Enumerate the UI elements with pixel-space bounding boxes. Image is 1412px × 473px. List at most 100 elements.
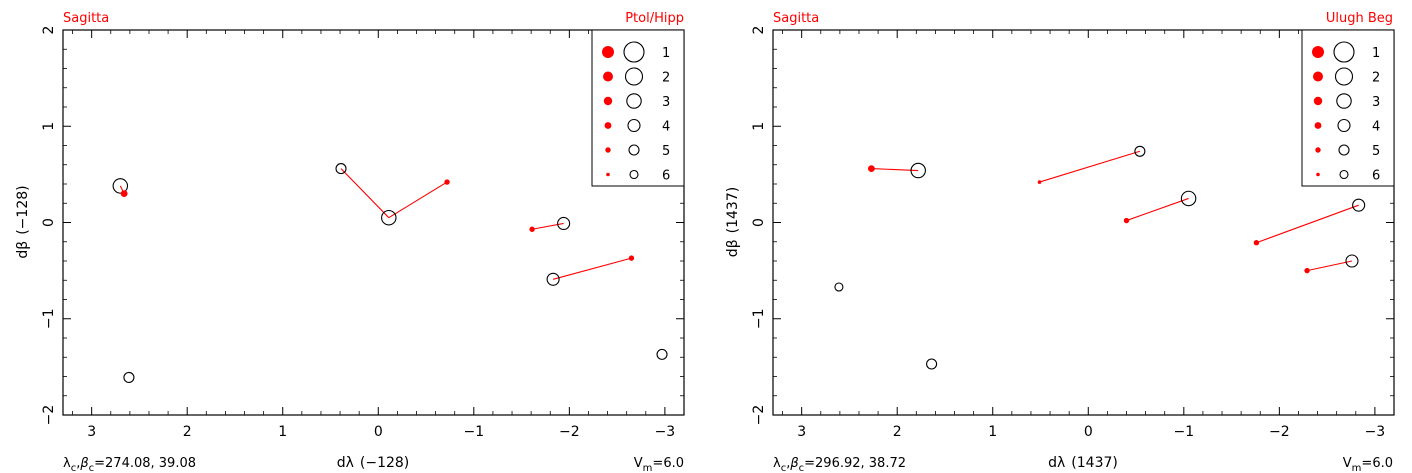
modern-star [656, 348, 668, 360]
modern-star [557, 216, 571, 231]
legend-modern-symbol [1339, 169, 1349, 180]
modern-star [381, 209, 397, 226]
legend-magnitude-label: 3 [662, 95, 670, 110]
legend-modern-symbol [628, 144, 640, 156]
modern-star [910, 162, 926, 179]
catalog-star [868, 165, 875, 173]
catalog-title: Ulugh Beg [1326, 11, 1393, 26]
center-coordinates-value: =274.08, 39.08 [94, 456, 196, 471]
legend-catalog-symbol [1313, 71, 1323, 82]
y-tick-label: −2 [41, 405, 57, 426]
plot-frame [62, 29, 685, 416]
center-coordinates-value: =296.92, 38.72 [804, 456, 906, 471]
y-axis-label: dβ(1437) [725, 187, 741, 257]
x-axis-label: dλ (1437) [1048, 455, 1118, 471]
legend-magnitude-label: 3 [1372, 95, 1380, 110]
y-tick-label: 1 [41, 122, 57, 131]
legend-catalog-symbol [1313, 96, 1323, 106]
offset-line [1256, 204, 1359, 244]
modern-star [1134, 145, 1146, 157]
offset-line [871, 168, 919, 172]
vm-label: Vm=6.0 [1343, 456, 1393, 473]
svg-text:dβ(−128): dβ(−128) [15, 185, 31, 258]
y-tick-label: −1 [41, 308, 57, 329]
legend-modern-symbol [629, 169, 639, 180]
x-axis-label: dλ (−128) [337, 455, 410, 471]
magnitude-legend: 1 2 3 4 5 6 [1301, 29, 1395, 187]
constellation-title: Sagitta [63, 11, 109, 26]
legend-modern-symbol [623, 41, 645, 63]
modern-star [1352, 198, 1366, 212]
y-tick-label: 2 [41, 26, 57, 35]
chart-panel-ulugh-beg: Sagitta Ulugh Beg λc,βc=296.92, 38.72 dλ… [725, 11, 1395, 473]
x-tick-label: −3 [655, 424, 676, 440]
catalog-star [1037, 180, 1042, 184]
legend-magnitude-label: 5 [662, 144, 670, 159]
x-tick-label: 1 [988, 424, 997, 440]
legend-modern-symbol [1338, 144, 1350, 156]
constellation-title: Sagitta [773, 11, 819, 26]
legend-magnitude-label: 2 [1372, 71, 1380, 86]
legend-magnitude-label: 2 [662, 71, 670, 86]
legend-magnitude-label: 4 [1372, 120, 1380, 135]
svg-text:dβ(1437): dβ(1437) [725, 187, 741, 257]
catalog-star [444, 179, 450, 185]
legend-modern-symbol [627, 118, 641, 133]
modern-star [1180, 190, 1197, 207]
y-tick-label: 2 [751, 26, 767, 35]
legend-modern-symbol [1334, 67, 1354, 86]
center-coordinates: λc,βc=296.92, 38.72 [773, 456, 906, 473]
x-tick-label: −1 [463, 424, 484, 440]
x-tick-label: 1 [278, 424, 287, 440]
x-tick-label: −2 [1269, 424, 1290, 440]
catalog-star [1253, 240, 1260, 246]
catalog-star [1123, 217, 1130, 224]
modern-star [546, 272, 560, 286]
legend-magnitude-label: 6 [662, 169, 670, 184]
catalog-star [628, 255, 635, 261]
x-tick-label: −3 [1365, 424, 1386, 440]
legend-magnitude-label: 6 [1372, 169, 1380, 184]
y-axis-label: dβ(−128) [15, 185, 31, 258]
x-tick-label: 0 [1084, 424, 1093, 440]
x-tick-label: −1 [1173, 424, 1194, 440]
modern-star [123, 371, 135, 384]
modern-star [1345, 254, 1359, 268]
legend-catalog-symbol [1316, 172, 1320, 177]
legend-modern-symbol [1336, 93, 1352, 109]
legend-catalog-symbol [603, 71, 613, 82]
offset-line [340, 168, 390, 219]
catalog-star [120, 190, 128, 198]
modern-star [926, 358, 938, 370]
catalog-star [1304, 267, 1310, 274]
legend-modern-symbol [626, 93, 642, 109]
legend-magnitude-label: 5 [1372, 144, 1380, 159]
vm-value: =6.0 [652, 456, 684, 471]
legend-modern-symbol [1337, 118, 1351, 133]
x-tick-label: 2 [183, 424, 192, 440]
legend-catalog-symbol [1314, 122, 1322, 129]
modern-star [112, 178, 129, 194]
y-tick-label: 0 [41, 218, 57, 227]
y-tick-label: −2 [751, 405, 767, 426]
center-coordinates: λc,βc=274.08, 39.08 [63, 456, 196, 473]
offset-line [1306, 260, 1353, 272]
offset-line [388, 181, 448, 219]
legend-magnitude-label: 4 [662, 120, 670, 135]
x-tick-label: −2 [559, 424, 580, 440]
modern-star [335, 163, 347, 175]
legend-catalog-symbol [605, 147, 611, 153]
x-tick-label: 0 [374, 424, 383, 440]
magnitude-legend: 1 2 3 4 5 6 [591, 29, 685, 187]
modern-star [834, 282, 844, 292]
catalog-title: Ptol/Hipp [625, 11, 684, 26]
offset-line [1039, 150, 1141, 183]
legend-magnitude-label: 1 [662, 46, 670, 61]
offset-line [531, 222, 564, 230]
legend-modern-symbol [624, 67, 644, 86]
legend-modern-symbol [1333, 41, 1355, 63]
legend-catalog-symbol [1312, 46, 1324, 58]
x-tick-label: 3 [797, 424, 806, 440]
x-tick-label: 2 [893, 424, 902, 440]
